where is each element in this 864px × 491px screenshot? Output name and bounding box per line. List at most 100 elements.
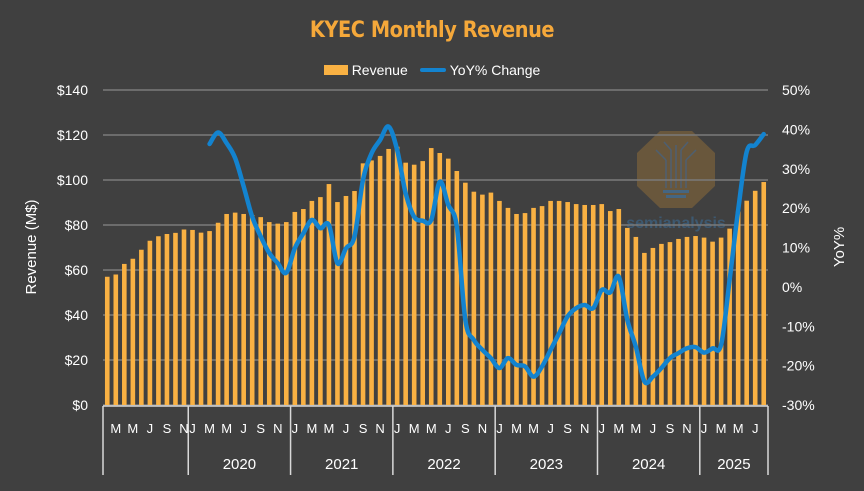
y2-axis-title: YoY% [831,227,848,267]
revenue-bar [454,171,460,405]
revenue-bar [667,242,673,405]
revenue-bar [386,148,391,405]
month-tick-label: M [511,421,522,436]
revenue-bar [471,191,477,405]
watermark-text: semianalysis [626,215,726,232]
revenue-bar [198,232,204,405]
revenue-bar [539,206,545,405]
month-tick-label: J [650,421,657,436]
y-tick-label: $80 [65,217,89,233]
revenue-bar [309,200,315,405]
month-tick-label: J [547,421,554,436]
month-tick-label: J [189,421,196,436]
revenue-bar [318,197,323,405]
month-tick-label: N [179,421,188,436]
month-tick-label: J [496,421,503,436]
revenue-bar [514,213,519,405]
revenue-bar [343,195,349,405]
month-tick-label: S [461,421,470,436]
revenue-bar [650,247,656,405]
revenue-bar [284,222,289,405]
revenue-bar [676,238,681,405]
revenue-bar [693,236,698,405]
y2-tick-label: -10% [782,318,815,334]
month-tick-label: M [630,421,641,436]
legend-item-revenue: Revenue [323,62,408,78]
revenue-bar [224,213,229,405]
y-tick-label: $120 [57,127,88,143]
y-axis-title: Revenue (M$) [23,199,40,294]
revenue-bar [326,184,332,405]
year-label: 2022 [427,456,460,473]
revenue-bar [156,236,161,405]
month-tick-label: N [478,421,487,436]
year-label: 2020 [223,456,256,473]
semianalysis-watermark: semianalysis [626,131,726,232]
month-tick-label: S [163,421,172,436]
revenue-bar [710,241,715,405]
revenue-bar [420,161,426,405]
month-tick-label: M [204,421,215,436]
revenue-bar [488,192,494,405]
revenue-bar [352,191,357,405]
y-tick-label: $60 [65,262,89,278]
revenue-bar [377,155,383,405]
month-tick-label: J [343,421,350,436]
revenue-bar [480,194,485,405]
y-tick-label: $0 [72,397,88,413]
month-tick-label: N [273,421,282,436]
revenue-bar [104,276,110,405]
revenue-bar [548,200,553,405]
revenue-bar [301,209,306,405]
revenue-bar [761,182,767,405]
revenue-bar [147,240,153,405]
revenue-bar [616,209,622,405]
revenue-bar [122,263,127,405]
revenue-bar [437,153,443,405]
y2-tick-label: 30% [782,161,810,177]
revenue-bar [266,222,272,405]
legend-swatch-yoy [419,68,446,72]
revenue-bar [607,211,613,405]
revenue-bar [190,229,195,405]
month-tick-label: N [580,421,589,436]
revenue-bar [718,237,724,405]
revenue-bar [522,213,528,405]
revenue-bar [403,162,408,405]
y-tick-label: $140 [57,82,88,98]
revenue-bar [659,243,664,405]
y2-tick-label: -20% [782,358,815,374]
revenue-bar [497,200,502,405]
legend: Revenue YoY% Change [0,62,864,78]
month-tick-label: M [426,421,437,436]
revenue-bar [531,207,536,405]
month-tick-label: M [110,421,121,436]
watermark-base-1 [663,190,689,193]
revenue-bar [445,158,451,405]
revenue-bar [181,229,187,405]
legend-label-yoy: YoY% Change [449,62,541,78]
month-tick-label: J [292,421,299,436]
revenue-bar [684,236,690,405]
revenue-bar [556,200,562,405]
y-tick-label: $20 [65,352,89,368]
revenue-bar [335,202,340,405]
month-tick-label: J [445,421,452,436]
y-tick-label: $40 [65,307,89,323]
watermark-tree-icon [655,141,697,188]
revenue-bar [599,204,605,405]
month-tick-label: M [528,421,539,436]
month-tick-label: M [409,421,420,436]
month-tick-label: M [127,421,138,436]
year-label: 2023 [530,456,563,473]
legend-label-revenue: Revenue [351,62,408,78]
revenue-bar [394,146,400,405]
month-tick-label: J [240,421,247,436]
revenue-bar [744,200,749,405]
revenue-bar [735,211,741,405]
revenue-bar [207,231,212,405]
year-label: 2021 [325,456,358,473]
revenue-bar [411,164,417,405]
revenue-bar [130,258,136,405]
